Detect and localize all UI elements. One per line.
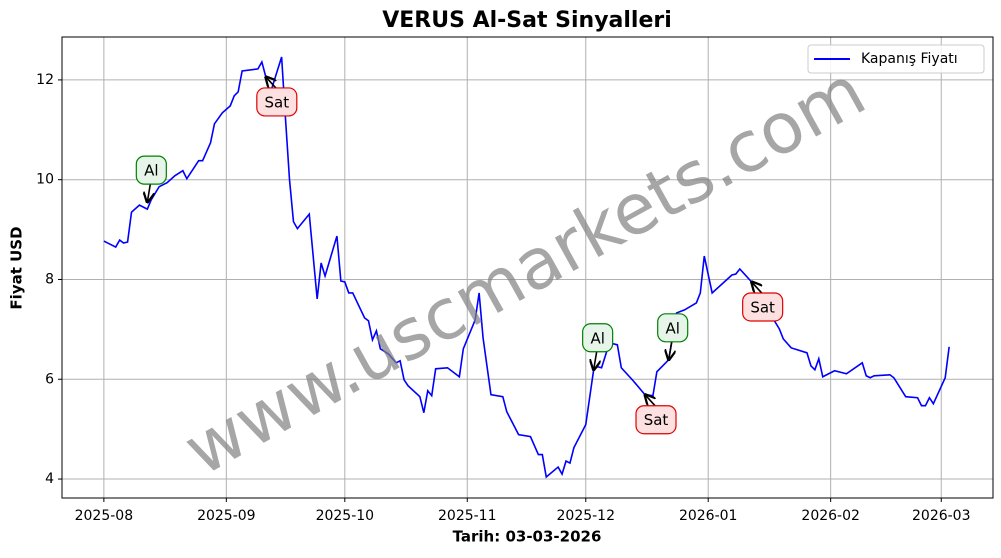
legend-label: Kapanış Fiyatı (861, 51, 958, 67)
annotation-box (135, 155, 167, 185)
x-tick-label: 2025-11 (438, 508, 497, 524)
annotation-arrow (669, 341, 672, 360)
y-tick-label: 12 (36, 72, 54, 88)
y-tick-label: 10 (36, 172, 54, 188)
annotation-label: Al (590, 329, 604, 347)
legend-box (807, 44, 985, 74)
annotation-box (635, 405, 677, 435)
chart-title: VERUS Al-Sat Sinyalleri (382, 8, 672, 33)
x-tick-label: 2026-02 (801, 508, 860, 524)
annotation-arrow (645, 395, 655, 407)
x-tick-label: 2025-09 (197, 508, 256, 524)
annotation-label: Sat (750, 298, 775, 316)
x-tick-label: 2025-12 (557, 508, 616, 524)
annotation-label: Al (665, 319, 679, 337)
x-tick-label: 2026-03 (912, 508, 971, 524)
price-line (103, 56, 950, 479)
y-axis-label: Fiyat USD (8, 226, 26, 309)
plot-frame (61, 36, 994, 499)
y-tick-label: 8 (45, 271, 54, 287)
x-tick-label: 2025-10 (316, 508, 375, 524)
annotation-label: Sat (265, 93, 290, 111)
annotation-label: Sat (644, 411, 669, 429)
x-tick-label: 2026-01 (679, 508, 738, 524)
annotation-arrow (594, 351, 597, 370)
annotation-box (582, 323, 614, 353)
annotation-arrow (752, 282, 762, 294)
annotation-box (742, 292, 784, 322)
y-tick-label: 4 (45, 471, 54, 487)
annotation-box (657, 313, 689, 343)
annotation-box (256, 87, 298, 117)
y-tick-label: 6 (45, 371, 54, 387)
x-tick-label: 2025-08 (75, 508, 134, 524)
annotation-label: Al (144, 162, 158, 180)
x-axis-label: Tarih: 03-03-2026 (453, 528, 602, 546)
annotation-arrow (147, 184, 150, 202)
annotation-arrow (266, 77, 276, 89)
